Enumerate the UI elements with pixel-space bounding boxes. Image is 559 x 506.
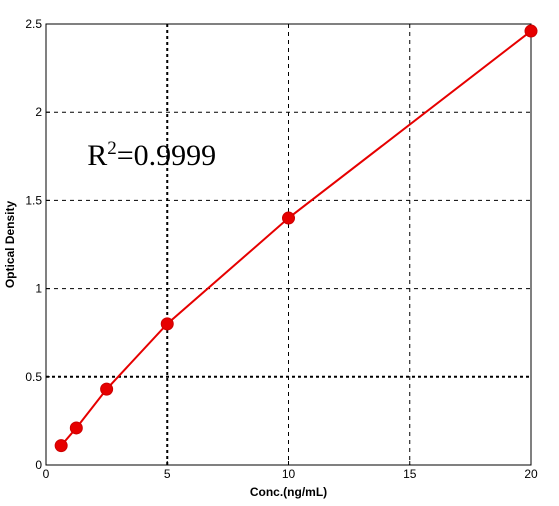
x-tick-label: 20: [524, 467, 538, 481]
series: [54, 24, 538, 453]
y-tick-label: 2.5: [25, 17, 42, 31]
x-tick-label: 10: [282, 467, 296, 481]
y-axis-title: Optical Density: [3, 200, 17, 288]
y-tick-label: 0: [35, 458, 42, 472]
series-line: [60, 30, 532, 447]
x-tick-label: 15: [403, 467, 417, 481]
data-point: [524, 24, 538, 38]
data-point: [100, 382, 114, 396]
annotation-value: =0.9999: [117, 139, 216, 172]
x-tick-label: 0: [43, 467, 50, 481]
y-tick-label: 0.5: [25, 370, 42, 384]
data-point: [160, 317, 174, 331]
y-tick-label: 2: [35, 105, 42, 119]
axes: [45, 23, 532, 466]
tick-labels: 0 5 10 15 20 0 0.5 1 1.5 2 2.5: [25, 17, 538, 481]
r-squared-annotation: R2=0.9999: [87, 138, 216, 172]
x-axis-title: Conc.(ng/mL): [250, 485, 327, 499]
annotation-superscript: 2: [107, 138, 117, 159]
data-point: [282, 211, 295, 225]
x-tick-label: 5: [164, 467, 171, 481]
annotation-base: R: [87, 139, 107, 172]
y-tick-label: 1.5: [25, 193, 42, 207]
grid: [46, 24, 531, 465]
data-point: [54, 439, 68, 453]
y-tick-label: 1: [35, 282, 42, 296]
data-point: [69, 421, 83, 435]
